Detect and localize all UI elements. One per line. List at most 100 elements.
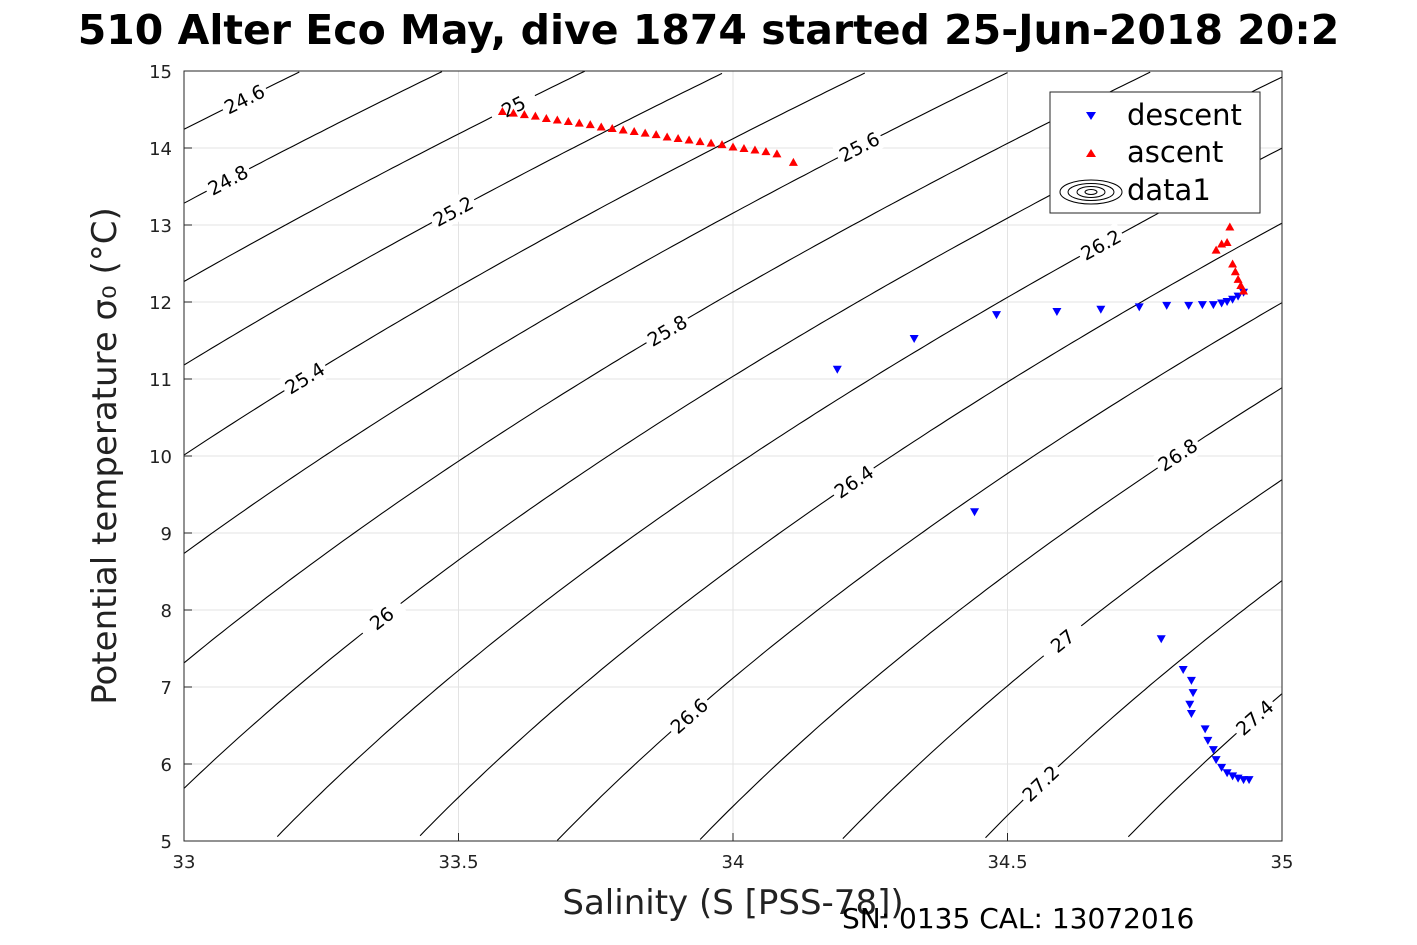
y-tick-label: 8: [161, 601, 172, 622]
ascent-point: [695, 137, 705, 146]
descent-point: [1185, 700, 1195, 709]
contour-label-bg: [1073, 222, 1128, 267]
descent-point: [1211, 756, 1221, 765]
y-tick-label: 15: [149, 62, 172, 83]
ascent-point: [585, 120, 595, 129]
descent-series: [832, 288, 1254, 785]
ascent-point: [1236, 281, 1246, 290]
ascent-point: [552, 115, 562, 124]
descent-point: [1052, 308, 1062, 317]
ascent-point: [519, 110, 529, 119]
y-tick-label: 10: [149, 447, 172, 468]
descent-point: [1197, 301, 1207, 310]
legend-descent-label: descent: [1127, 98, 1242, 132]
contour-label-bg: [355, 593, 408, 643]
legend-data1-label: data1: [1127, 173, 1211, 207]
chart-title: 510 Alter Eco May, dive 1874 started 25-…: [77, 8, 1340, 54]
contour-label-bg: [217, 77, 272, 121]
contour-label-bg: [426, 189, 480, 234]
legend-contour-icon: [1059, 179, 1123, 205]
x-tick-label: 33: [173, 852, 196, 873]
descent-point: [1217, 299, 1227, 308]
descent-point: [1156, 635, 1166, 644]
ascent-point: [1230, 267, 1240, 276]
y-tick-label: 6: [161, 755, 172, 776]
ascent-point: [717, 140, 727, 149]
descent-point: [1186, 676, 1196, 685]
descent-point: [1162, 301, 1172, 310]
y-tick-label: 5: [161, 832, 172, 853]
contour-label-bg: [827, 458, 881, 505]
descent-point: [1228, 772, 1238, 781]
descent-point: [1244, 776, 1254, 785]
ascent-point: [574, 118, 584, 127]
y-tick-label: 9: [161, 524, 172, 545]
ascent-point: [563, 117, 573, 126]
ascent-point: [761, 147, 771, 156]
contour-label-bg: [1036, 616, 1089, 666]
legend-descent-marker: [1086, 112, 1096, 120]
ascent-point: [750, 145, 760, 154]
descent-point: [1233, 292, 1243, 301]
descent-point: [970, 508, 980, 517]
ascent-point: [618, 125, 628, 134]
contour-label-bg: [663, 690, 716, 741]
descent-point: [1217, 763, 1227, 772]
ascent-point: [541, 113, 551, 122]
descent-point: [1228, 295, 1238, 304]
contour-label-bg: [201, 158, 255, 202]
contour-label-bg: [486, 84, 541, 128]
descent-point: [1208, 746, 1218, 755]
ascent-point: [772, 149, 782, 158]
descent-point: [1200, 725, 1210, 734]
ascent-point: [684, 135, 694, 144]
descent-point: [1222, 298, 1232, 306]
ascent-point: [530, 111, 540, 120]
x-axis: 33 33.5 34 34.5 35: [173, 833, 1294, 873]
contour-label-bg: [1228, 692, 1281, 743]
ascent-point: [739, 144, 749, 152]
ascent-point: [497, 107, 507, 116]
contour-label-bg: [1014, 758, 1067, 809]
contour-label-bg: [640, 307, 694, 353]
ascent-point: [1228, 259, 1238, 268]
descent-point: [1096, 305, 1106, 314]
ascent-point: [651, 130, 661, 139]
x-axis-label: Salinity (S [PSS-78]): [562, 883, 903, 923]
y-axis: 5 6 7 8 9 10 11 12 13 14 15: [149, 62, 192, 853]
descent-point: [1208, 301, 1218, 310]
ascent-point: [662, 132, 672, 141]
x-tick-label: 35: [1271, 852, 1294, 873]
ascent-point: [706, 138, 716, 147]
ascent-point: [629, 127, 639, 136]
legend: descent ascent data1: [1049, 91, 1261, 214]
descent-point: [1188, 689, 1198, 698]
descent-point: [1184, 301, 1194, 310]
legend-ascent-marker: [1086, 149, 1096, 157]
descent-point: [992, 311, 1002, 320]
ascent-point: [596, 122, 606, 131]
legend-ascent-label: ascent: [1127, 135, 1223, 169]
x-tick-label: 34: [722, 852, 745, 873]
y-tick-label: 11: [149, 370, 172, 391]
ascent-point: [1211, 245, 1221, 254]
y-axis-label: Potential temperature σ₀ (°C): [85, 207, 125, 705]
descent-point: [1134, 303, 1144, 312]
ascent-point: [1233, 274, 1243, 283]
descent-point: [909, 334, 919, 343]
ascent-point: [788, 157, 798, 166]
y-tick-label: 13: [149, 216, 172, 237]
ascent-point: [508, 108, 518, 117]
contour-label-bg: [278, 355, 332, 401]
ascent-point: [1225, 222, 1235, 231]
ascent-series: [497, 107, 1249, 295]
ascent-point: [673, 133, 683, 142]
y-tick-label: 12: [149, 293, 172, 314]
y-tick-label: 14: [149, 139, 172, 160]
ascent-point: [640, 128, 650, 137]
descent-point: [1186, 709, 1196, 718]
descent-point: [832, 365, 842, 374]
ascent-point: [728, 142, 738, 151]
